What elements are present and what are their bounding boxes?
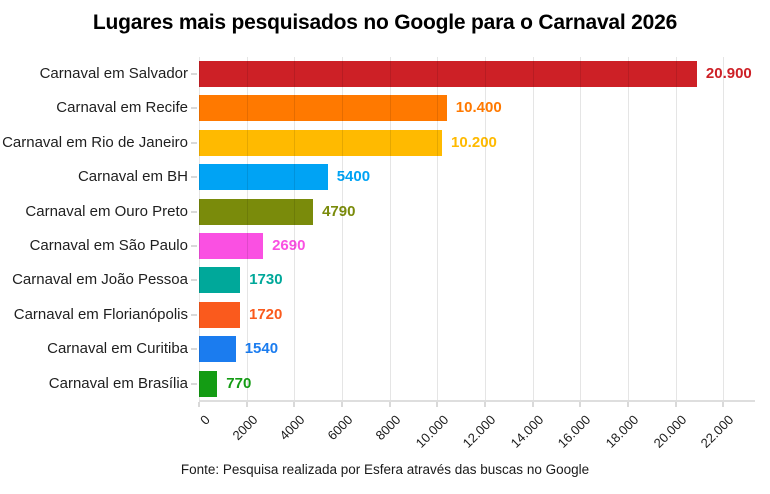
chart-row: Carnaval em Rio de Janeiro 10.200 [0, 126, 770, 160]
y-tick-mark [191, 141, 197, 144]
value-label: 10.200 [451, 133, 497, 151]
x-tick-mark [674, 402, 677, 407]
value-label: 770 [226, 374, 252, 392]
category-label: Carnaval em Florianópolis [13, 305, 188, 323]
x-tick-mark [245, 402, 248, 407]
value-label: 1720 [249, 305, 283, 323]
value-label: 5400 [336, 168, 371, 186]
x-tick-label: 0 [196, 412, 213, 428]
bar [199, 198, 314, 225]
x-tick-mark [483, 402, 486, 407]
x-axis-line [199, 400, 755, 402]
x-tick-mark [388, 402, 391, 407]
bar [199, 95, 447, 122]
value-label: 1730 [249, 271, 283, 289]
x-tick-label: 18.000 [602, 412, 642, 451]
category-label: Carnaval em Ouro Preto [25, 202, 188, 220]
category-label: Carnaval em Curitiba [47, 340, 188, 358]
x-tick-mark [293, 402, 296, 407]
chart-row: Carnaval em Brasília 770 [0, 367, 770, 401]
category-label: Carnaval em Salvador [39, 65, 188, 82]
x-tick-mark [198, 402, 200, 407]
x-tick-label: 8000 [372, 412, 404, 444]
category-label: Carnaval em Recife [56, 99, 188, 117]
value-label: 20.900 [705, 65, 752, 82]
bar [199, 301, 240, 328]
chart-row: Carnaval em João Pessoa 1730 [0, 263, 770, 297]
chart-row: Carnaval em Salvador 20.900 [0, 57, 770, 91]
bar [199, 336, 236, 363]
chart-row: Carnaval em Ouro Preto 4790 [0, 195, 770, 229]
category-label: Carnaval em Brasília [48, 374, 188, 392]
x-tick-label: 2000 [229, 412, 261, 444]
x-tick-mark [436, 402, 439, 407]
y-tick-mark [191, 382, 197, 385]
x-tick-mark [340, 402, 343, 407]
chart-row: Carnaval em Recife 10.400 [0, 91, 770, 125]
x-tick-mark [579, 402, 582, 407]
chart-title: Lugares mais pesquisados no Google para … [92, 11, 678, 34]
x-tick-label: 4000 [276, 412, 308, 444]
chart-row: Carnaval em BH 5400 [0, 160, 770, 194]
category-label: Carnaval em João Pessoa [12, 271, 188, 289]
bar [199, 370, 218, 397]
y-tick-mark [191, 245, 197, 247]
x-tick-mark [626, 402, 629, 407]
bar [199, 267, 241, 294]
x-axis: 0 2000 4000 6000 8000 10.000 12.000 14.000 16.00… [196, 402, 755, 460]
x-tick-label: 22.000 [697, 412, 737, 451]
bar [199, 61, 697, 87]
bar [199, 129, 442, 156]
bar [199, 233, 264, 259]
category-label: Carnaval em Rio de Janeiro [2, 133, 188, 151]
y-tick-mark [191, 313, 197, 316]
x-tick-label: 16.000 [555, 412, 594, 451]
x-tick-mark [531, 402, 534, 407]
x-tick-label: 6000 [324, 412, 356, 444]
chart-row: Carnaval em Florianópolis 1720 [0, 298, 770, 332]
x-tick-mark [722, 402, 725, 407]
value-label: 4790 [322, 202, 356, 220]
y-tick-mark [191, 107, 197, 110]
chart-row: Carnaval em São Paulo 2690 [0, 229, 770, 263]
chart-row: Carnaval em Curitiba 1540 [0, 332, 770, 366]
value-label: 10.400 [455, 99, 502, 117]
category-label: Carnaval em BH [77, 168, 188, 186]
bars-area: Carnaval em Salvador 20.900 Carnaval em Re… [0, 57, 770, 401]
x-tick-label: 10.000 [412, 412, 451, 451]
y-tick-mark [191, 279, 197, 282]
y-tick-mark [191, 348, 197, 351]
x-tick-label: 12.000 [459, 412, 499, 451]
value-label: 1540 [244, 340, 279, 358]
y-tick-mark [191, 210, 197, 213]
value-label: 2690 [272, 237, 306, 254]
y-tick-mark [191, 73, 197, 75]
y-tick-mark [191, 176, 197, 179]
bar [199, 164, 328, 191]
source-note: Fonte: Pesquisa realizada por Esfera atr… [180, 462, 590, 477]
x-tick-label: 14.000 [507, 412, 547, 451]
x-tick-label: 20.000 [650, 412, 690, 451]
category-label: Carnaval em São Paulo [29, 237, 188, 254]
